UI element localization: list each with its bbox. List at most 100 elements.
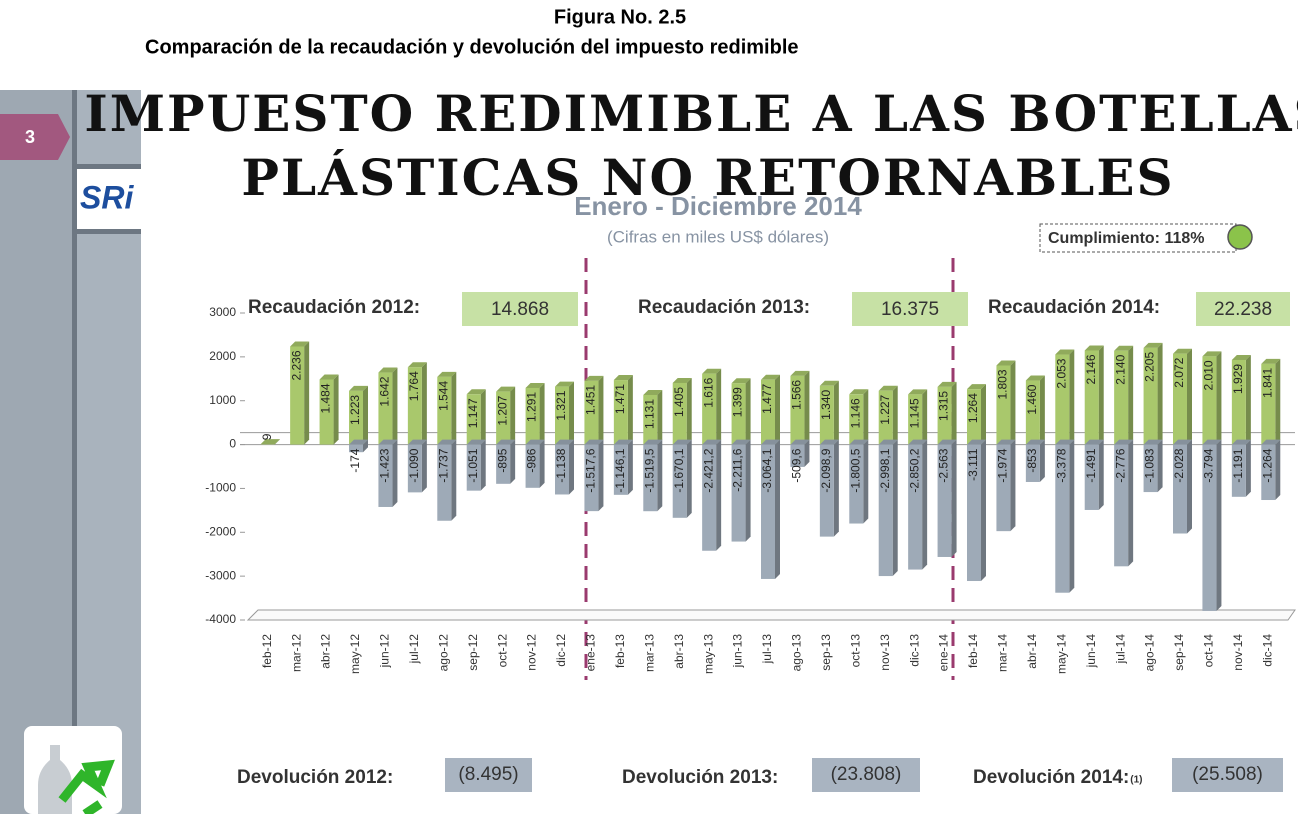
data-label: 1.146 <box>848 398 862 428</box>
status-dot <box>1227 224 1253 250</box>
bar <box>1261 444 1276 501</box>
units-note: (Cifras en miles US$ dólares) <box>607 227 829 246</box>
x-tick-label: abr-14 <box>1025 634 1039 669</box>
data-label: -2.998,1 <box>878 448 892 492</box>
bar <box>1173 353 1187 445</box>
bar <box>731 444 746 542</box>
data-label: 1.147 <box>466 398 480 428</box>
x-tick-label: oct-13 <box>848 634 862 668</box>
floor <box>246 609 1296 621</box>
refund-value: (23.808) <box>831 764 902 785</box>
data-label: 1.477 <box>760 383 774 413</box>
y-tick-label: -4000 <box>205 612 236 626</box>
bar-top <box>584 375 604 381</box>
bar <box>878 444 893 577</box>
bar-side <box>833 439 839 537</box>
bar-side <box>1245 439 1251 497</box>
data-label: -2.776 <box>1113 448 1127 482</box>
x-tick-label: may-12 <box>348 634 362 674</box>
data-label: -1.974 <box>996 448 1010 482</box>
bar-top <box>1173 348 1192 354</box>
bar-top <box>349 385 368 391</box>
bar <box>761 444 775 579</box>
data-label: 1.484 <box>319 383 333 413</box>
data-label: 2.140 <box>1113 354 1127 384</box>
bar-top <box>525 439 545 445</box>
bar-side <box>1187 439 1192 534</box>
bar <box>1025 444 1040 482</box>
bar <box>908 444 923 570</box>
bar-side <box>451 371 457 445</box>
bar-side <box>863 389 869 445</box>
bar <box>525 444 540 488</box>
bar <box>349 444 363 453</box>
x-tick-label: feb-14 <box>966 634 980 668</box>
x-tick-label: ago-12 <box>436 634 450 672</box>
x-tick-label: nov-12 <box>525 634 539 671</box>
x-tick-label: dic-13 <box>907 634 921 667</box>
y-tick-label: -1000 <box>205 481 236 495</box>
bar <box>1231 359 1246 445</box>
data-label: 2.146 <box>1084 354 1098 384</box>
logo-box <box>77 164 141 234</box>
data-label: 1.131 <box>642 399 656 429</box>
collection-value: 22.238 <box>1214 299 1272 320</box>
collection-value: 16.375 <box>881 299 939 320</box>
bar <box>672 444 687 518</box>
y-tick-label: 3000 <box>209 305 236 319</box>
refund-value: (8.495) <box>458 764 518 785</box>
bar-side <box>274 439 280 445</box>
bar <box>613 380 628 445</box>
bar <box>1025 380 1040 445</box>
x-tick-label: ene-14 <box>937 634 951 672</box>
bar <box>819 385 834 445</box>
data-label: 1.616 <box>701 377 715 407</box>
bar-top <box>349 439 368 445</box>
collection-label: Recaudación 2013: <box>638 297 810 318</box>
bar-top <box>378 439 398 445</box>
bar-top <box>878 385 898 391</box>
refund-note: (1) <box>1130 775 1142 786</box>
data-label: 2.010 <box>1202 360 1216 390</box>
bar <box>878 390 893 445</box>
data-label: -986 <box>525 448 539 472</box>
bar-side <box>304 341 310 445</box>
bar-top <box>437 439 457 445</box>
bar-top <box>937 381 957 387</box>
x-tick-label: ene-13 <box>584 634 598 672</box>
recycle-icon <box>58 759 115 814</box>
bar-side <box>775 374 780 445</box>
bar <box>555 386 569 445</box>
x-tick-label: feb-13 <box>613 634 627 668</box>
bar <box>584 444 599 512</box>
x-tick-label: abr-13 <box>672 634 686 669</box>
data-label: 2.236 <box>289 350 303 380</box>
bar-side <box>510 439 516 484</box>
bar-top <box>1143 342 1163 348</box>
refund-label: Devolución 2012: <box>237 767 393 788</box>
bar-top <box>407 439 427 445</box>
bar-side <box>1275 439 1281 501</box>
refund-box <box>812 758 920 792</box>
refund-value: (25.508) <box>1192 764 1263 785</box>
bar <box>1143 444 1158 493</box>
bar-side <box>392 439 398 507</box>
x-tick-label: dic-14 <box>1260 634 1274 667</box>
x-tick-label: nov-14 <box>1231 634 1245 671</box>
data-label: -1.737 <box>436 448 450 482</box>
bar <box>702 373 717 445</box>
bar-side <box>833 380 839 445</box>
data-label: 2.205 <box>1143 352 1157 382</box>
y-tick-label: -2000 <box>205 524 236 538</box>
bar <box>466 444 481 491</box>
data-label: -3.064,1 <box>760 448 774 492</box>
title-line: PLÁSTICAS NO RETORNABLES <box>241 148 1174 207</box>
data-label: -1.800,5 <box>848 448 862 492</box>
logo-bar <box>77 164 141 169</box>
bar-side <box>951 381 957 445</box>
collection-label: Recaudación 2012: <box>248 297 420 318</box>
bar-top <box>555 381 574 387</box>
bar-top <box>378 367 398 373</box>
data-label: 1.544 <box>436 381 450 411</box>
bar-side <box>627 375 633 445</box>
